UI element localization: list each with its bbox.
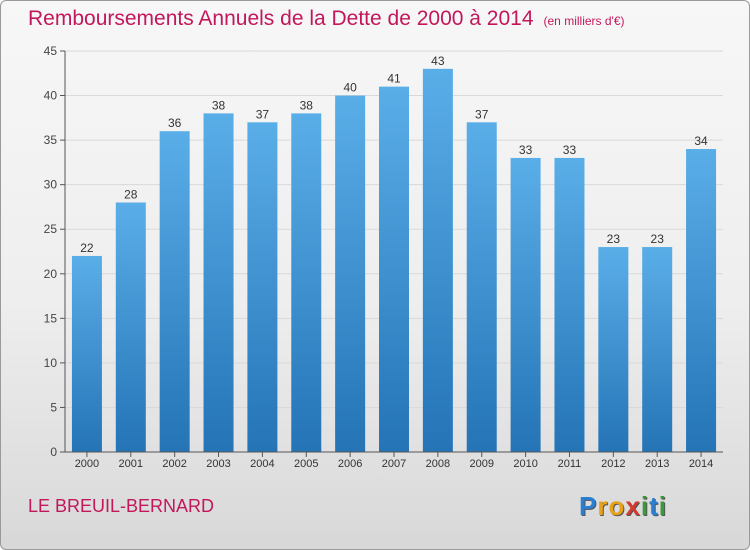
- y-tick-label: 35: [44, 133, 58, 147]
- y-tick-label: 10: [44, 356, 58, 370]
- place-name: LE BREUIL-BERNARD: [28, 496, 215, 516]
- data-label-2007: 41: [387, 72, 401, 86]
- x-tick-label-2004: 2004: [250, 458, 274, 470]
- logo-letter: i: [658, 491, 667, 521]
- data-label-2002: 36: [168, 116, 182, 130]
- x-tick-label-2000: 2000: [75, 458, 99, 470]
- bar-2003[interactable]: [203, 113, 234, 452]
- bar-2006[interactable]: [335, 95, 366, 453]
- bar-2012[interactable]: [598, 247, 629, 452]
- bar-2009[interactable]: [466, 122, 497, 453]
- chart-unit-label: (en milliers d'€): [543, 14, 625, 28]
- x-tick-label-2008: 2008: [426, 458, 450, 470]
- data-label-2013: 23: [651, 232, 665, 246]
- x-tick-label-2007: 2007: [382, 458, 406, 470]
- y-tick-label: 45: [44, 44, 58, 58]
- data-label-2004: 37: [256, 107, 270, 121]
- x-tick-label-2006: 2006: [338, 458, 362, 470]
- bar-2000[interactable]: [71, 255, 102, 452]
- y-tick-label: 0: [50, 445, 57, 459]
- bar-2008[interactable]: [422, 68, 453, 453]
- x-tick-label-2010: 2010: [513, 458, 537, 470]
- y-tick-label: 15: [44, 311, 58, 325]
- logo-letter: o: [608, 491, 626, 521]
- data-label-2005: 38: [300, 98, 314, 112]
- data-label-2008: 43: [431, 54, 445, 68]
- y-tick-label: 5: [50, 400, 57, 414]
- proxiti-logo[interactable]: Proxiti: [579, 491, 667, 522]
- x-tick-label-2002: 2002: [162, 458, 186, 470]
- x-tick-label-2009: 2009: [469, 458, 493, 470]
- logo-letter: r: [597, 491, 609, 521]
- data-label-2003: 38: [212, 98, 226, 112]
- logo-letter: x: [625, 491, 641, 521]
- data-labels: 22 28 36 38 37 38 40 41 43 37 33 33 23 23 34: [80, 54, 708, 255]
- bar-2001[interactable]: [115, 202, 146, 452]
- bar-2014[interactable]: [686, 149, 717, 452]
- bars: [71, 68, 717, 453]
- bar-2011[interactable]: [554, 157, 585, 452]
- y-tick-label: 40: [44, 89, 58, 103]
- x-tick-label-2001: 2001: [119, 458, 143, 470]
- x-tick-label-2003: 2003: [206, 458, 230, 470]
- data-label-2001: 28: [124, 187, 138, 201]
- data-label-2009: 37: [475, 107, 489, 121]
- bar-2005[interactable]: [291, 113, 322, 452]
- y-tick-label: 30: [44, 178, 58, 192]
- x-tick-label-2011: 2011: [558, 458, 582, 470]
- data-label-2010: 33: [519, 143, 533, 157]
- bar-2013[interactable]: [642, 247, 673, 452]
- bar-2010[interactable]: [510, 157, 541, 452]
- logo-letter: P: [579, 491, 598, 521]
- x-tick-label-2013: 2013: [645, 458, 669, 470]
- bar-2002[interactable]: [159, 131, 190, 452]
- axes: 0 5 10 15 20 25 30 35 40 45 2000 2001 2002 2003 2004 20…: [44, 44, 723, 470]
- data-label-2006: 40: [343, 81, 357, 95]
- chart-title: Remboursements Annuels de la Dette de 20…: [28, 7, 625, 31]
- data-label-2012: 23: [607, 232, 621, 246]
- x-tick-label-2005: 2005: [294, 458, 318, 470]
- logo-letter: t: [649, 491, 659, 521]
- bar-2004[interactable]: [247, 122, 278, 453]
- logo-letter: i: [640, 491, 650, 521]
- bar-2007[interactable]: [379, 86, 409, 453]
- y-tick-label: 20: [44, 267, 58, 281]
- x-tick-label-2014: 2014: [689, 458, 713, 470]
- data-label-2000: 22: [80, 241, 94, 255]
- chart-title-text: Remboursements Annuels de la Dette de 20…: [28, 7, 534, 30]
- data-label-2014: 34: [694, 134, 708, 148]
- data-label-2011: 33: [563, 143, 577, 157]
- y-tick-label: 25: [44, 222, 58, 236]
- x-tick-label-2012: 2012: [601, 458, 625, 470]
